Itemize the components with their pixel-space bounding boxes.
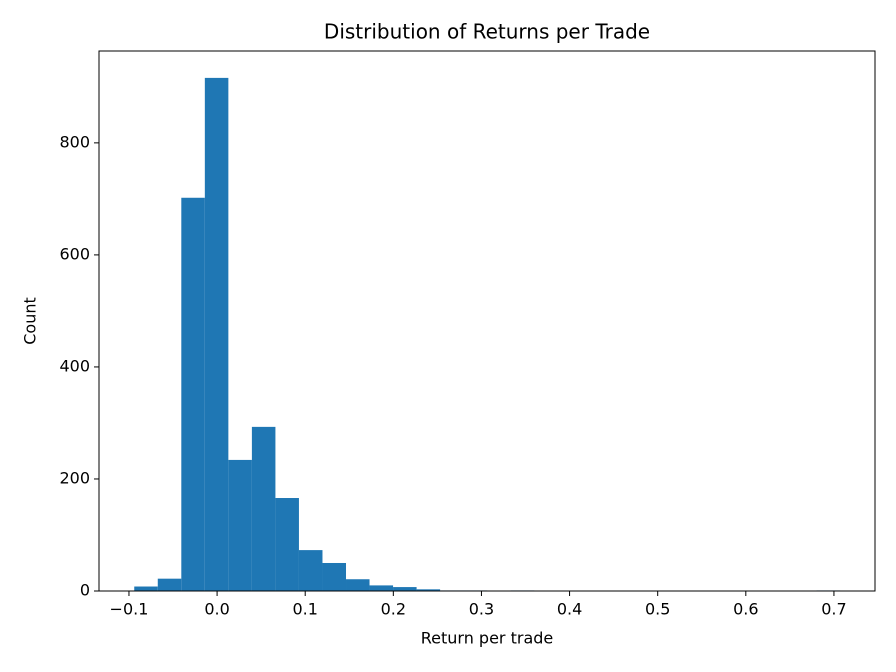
bar <box>393 587 417 591</box>
bar <box>346 579 370 591</box>
bar <box>134 586 158 591</box>
bar <box>275 498 299 591</box>
x-tick-label: 0.6 <box>733 600 758 619</box>
x-tick-label: 0.0 <box>204 600 229 619</box>
y-tick-label: 800 <box>59 132 90 151</box>
bar <box>204 77 229 592</box>
chart-title: Distribution of Returns per Trade <box>324 20 650 44</box>
x-tick-label: 0.5 <box>645 600 670 619</box>
x-tick-label: 0.3 <box>469 600 494 619</box>
bar <box>416 589 441 591</box>
plot-frame <box>98 50 876 592</box>
x-tick-label: −0.1 <box>110 600 149 619</box>
bar <box>157 578 182 591</box>
bar <box>181 197 205 591</box>
x-tick-label: 0.4 <box>557 600 582 619</box>
x-tick-label: 0.2 <box>381 600 406 619</box>
bar <box>228 459 252 591</box>
bar <box>369 585 394 591</box>
y-tick-label: 200 <box>59 468 90 487</box>
x-tick-label: 0.1 <box>292 600 317 619</box>
y-axis-label: Count <box>21 297 40 345</box>
bar <box>251 426 276 591</box>
y-tick-label: 600 <box>59 244 90 263</box>
bar <box>298 550 323 591</box>
y-tick-label: 400 <box>59 356 90 375</box>
x-axis-label: Return per trade <box>421 629 554 648</box>
y-tick-label: 0 <box>80 581 90 600</box>
bar <box>322 562 347 591</box>
x-tick-label: 0.7 <box>821 600 846 619</box>
